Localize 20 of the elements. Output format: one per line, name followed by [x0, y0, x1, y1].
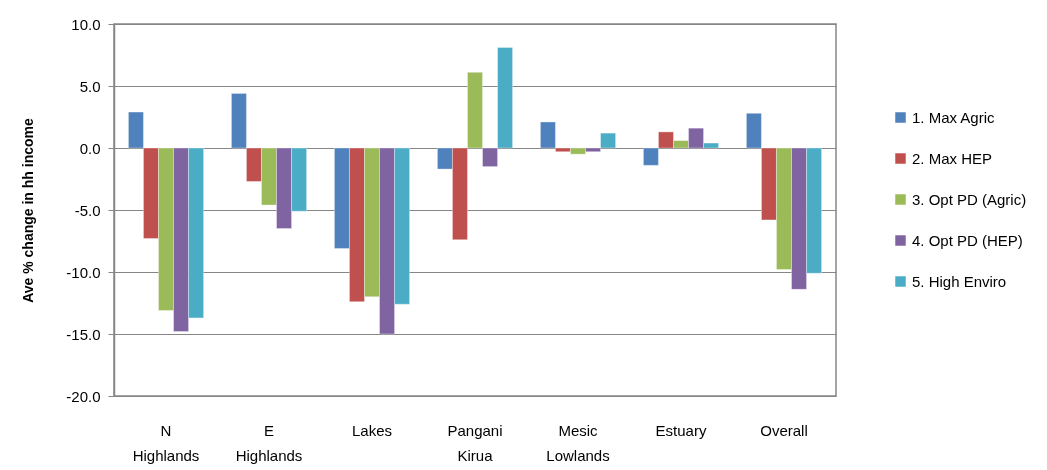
y-tick-label: -15.0	[66, 325, 101, 343]
y-tick-label: -10.0	[66, 263, 101, 281]
legend-label: 1. Max Agric	[912, 108, 996, 126]
x-tick-label: Lakes	[351, 421, 393, 439]
legend-label: 3. Opt PD (Agric)	[912, 190, 1027, 208]
legend-label: 2. Max HEP	[912, 149, 993, 167]
legend-label: 4. Opt PD (HEP)	[912, 231, 1023, 249]
y-tick-label: -20.0	[66, 387, 101, 405]
y-axis-title: Ave % change in hh income	[20, 117, 37, 303]
legend-label: 5. High Enviro	[912, 272, 1007, 290]
y-tick-label: 5.0	[79, 77, 101, 95]
x-tick-label: E Highlands	[235, 421, 303, 464]
x-tick-label: Pangani Kirua	[447, 421, 503, 464]
x-tick-label: Mesic Lowlands	[546, 421, 610, 464]
y-tick-label: 10.0	[71, 15, 101, 33]
x-tick-label: N Highlands	[132, 421, 200, 464]
x-tick-label: Estuary	[655, 421, 707, 439]
y-tick-label: 0.0	[79, 139, 101, 157]
x-tick-label: Overall	[760, 421, 808, 439]
y-tick-label: -5.0	[74, 201, 101, 219]
